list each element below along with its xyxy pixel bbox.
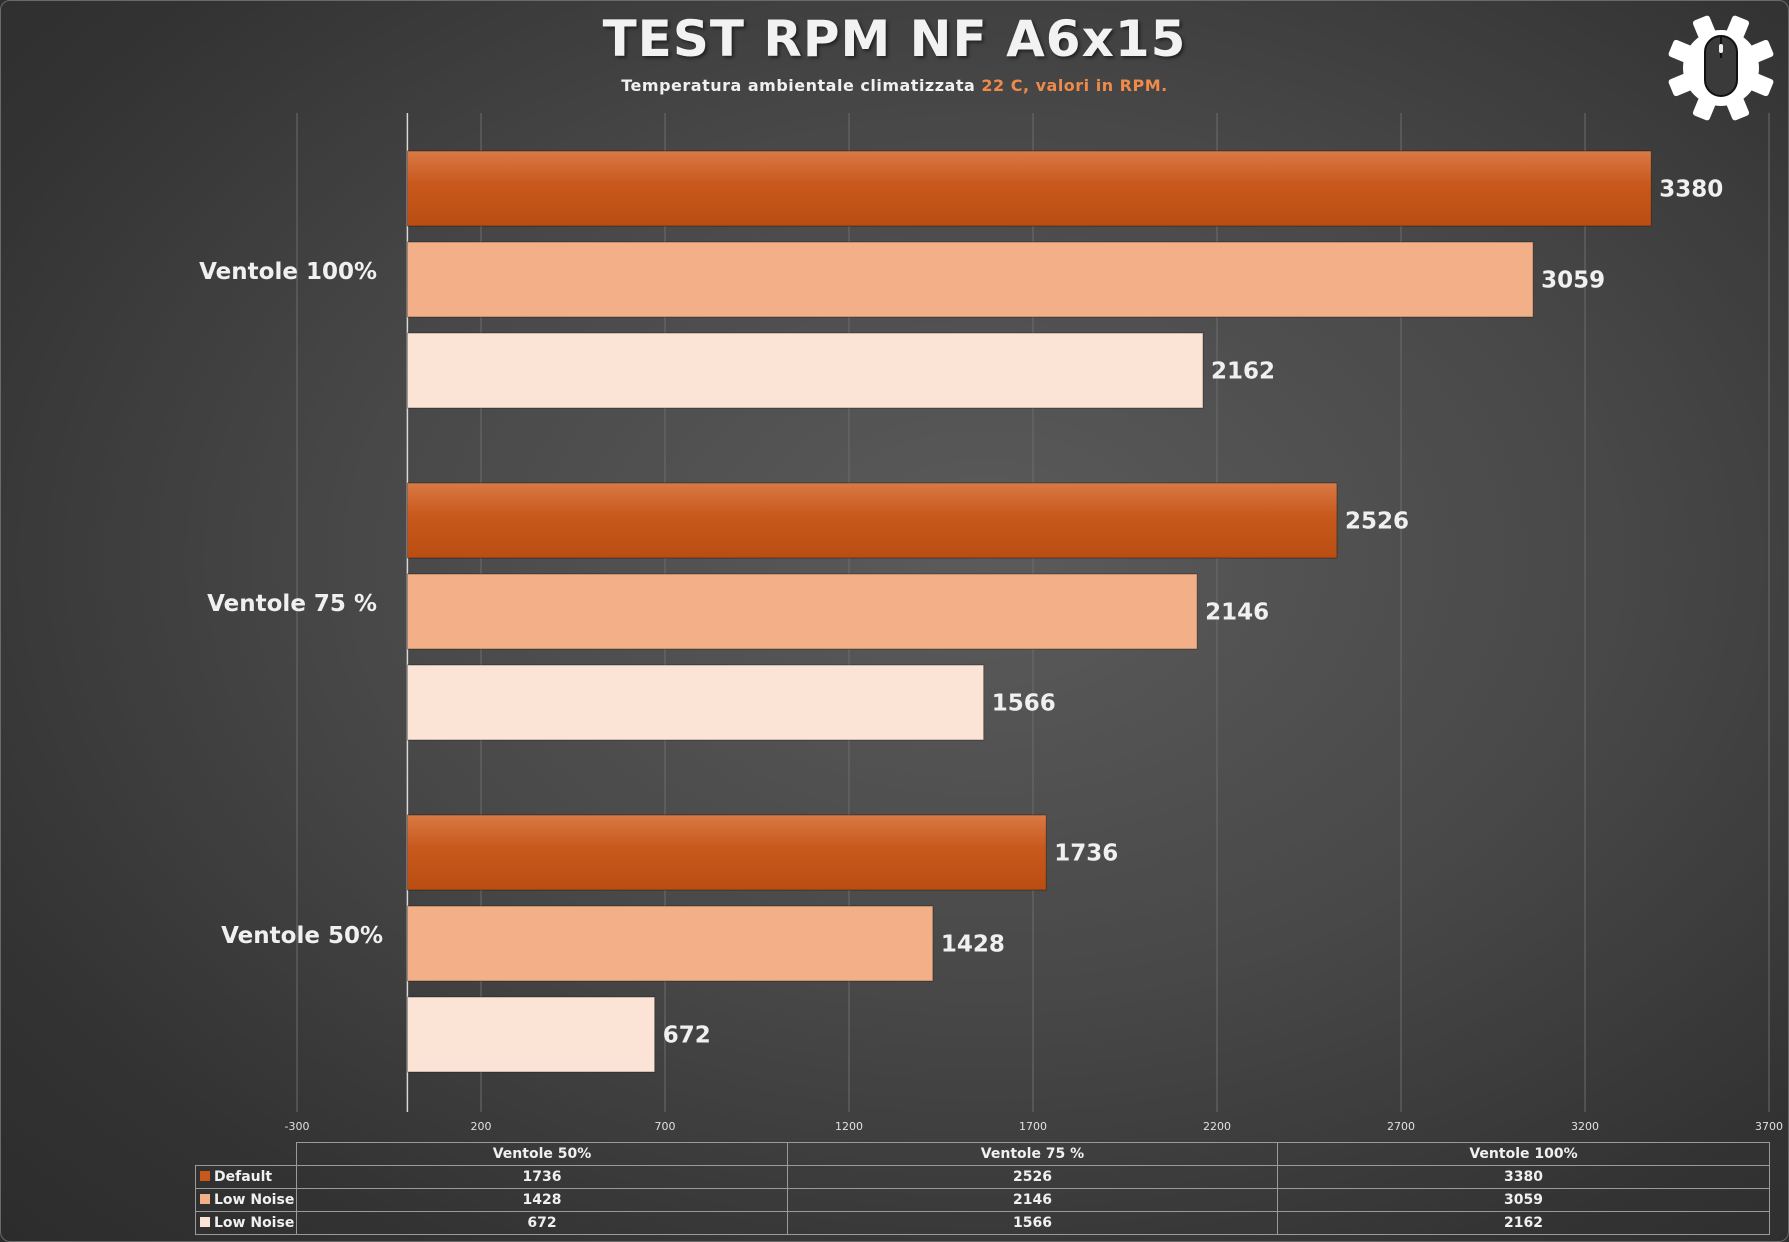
bar-value-label: 672 (663, 1023, 711, 1049)
bar-value-label: 2162 (1211, 359, 1275, 385)
bar-value-label: 2526 (1345, 509, 1409, 535)
legend-swatch-default (200, 1171, 210, 1181)
bar-value-label: 1736 (1054, 841, 1118, 867)
series-name-label: Default (214, 1169, 273, 1185)
table-cell: 1736 (296, 1165, 788, 1189)
table-cell: 2526 (787, 1165, 1278, 1189)
bar-low-noise-1 (406, 905, 934, 982)
category-label: Ventole 50% (221, 923, 383, 949)
bar-value-label: 3059 (1541, 268, 1605, 294)
table-corner (195, 1142, 297, 1166)
x-tick-label: -300 (285, 1120, 310, 1133)
table-cell: 2162 (1277, 1211, 1770, 1235)
bar-default (406, 814, 1047, 891)
bar-low-noise-1 (406, 573, 1198, 650)
x-tick-label: 2700 (1387, 1120, 1415, 1133)
bar-value-label: 2146 (1205, 600, 1269, 626)
subtitle-accent: 22 C, valori in RPM. (981, 76, 1168, 95)
table-cell: 3380 (1277, 1165, 1770, 1189)
series-name-label: Low Noise 1 (214, 1192, 296, 1208)
bar-low-noise-2 (406, 332, 1204, 409)
bar-value-label: 1566 (992, 691, 1056, 717)
table-series-cell: Low Noise 1 (195, 1188, 297, 1212)
table-column-header: Ventole 100% (1277, 1142, 1770, 1166)
legend-swatch-low-noise-1 (200, 1194, 210, 1204)
table-header-row: Ventole 50% Ventole 75 % Ventole 100% (195, 1142, 1770, 1166)
table-cell: 672 (296, 1211, 788, 1235)
x-tick-label: 3700 (1755, 1120, 1783, 1133)
category-label: Ventole 75 % (207, 591, 377, 617)
bar-low-noise-2 (406, 664, 985, 741)
bar-default (406, 482, 1338, 559)
table-row: Low Noise 2 672 1566 2162 (195, 1211, 1770, 1235)
labels: -300 200 700 1200 1700 2200 2700 3200 3700 Ventol… (199, 177, 1783, 1134)
x-tick-label: 200 (471, 1120, 492, 1133)
x-tick-label: 700 (655, 1120, 676, 1133)
bar-default (406, 150, 1652, 227)
x-tick-label: 1200 (835, 1120, 863, 1133)
table-cell: 1428 (296, 1188, 788, 1212)
table-cell: 2146 (787, 1188, 1278, 1212)
category-label: Ventole 100% (199, 259, 377, 285)
bars (406, 150, 1652, 1073)
table-series-cell: Default (195, 1165, 297, 1189)
table-column-header: Ventole 75 % (787, 1142, 1278, 1166)
chart-title: TEST RPM NF A6x15 (602, 10, 1187, 68)
x-tick-label: 2200 (1203, 1120, 1231, 1133)
bar-value-label: 3380 (1659, 177, 1723, 203)
bar-low-noise-1 (406, 241, 1534, 318)
bar-low-noise-2 (406, 996, 656, 1073)
table-column-header: Ventole 50% (296, 1142, 788, 1166)
subtitle-main: Temperatura ambientale climatizzata (621, 76, 982, 95)
x-tick-label: 1700 (1019, 1120, 1047, 1133)
table-row: Default 1736 2526 3380 (195, 1165, 1770, 1189)
table-series-cell: Low Noise 2 (195, 1211, 297, 1235)
x-tick-label: 3200 (1571, 1120, 1599, 1133)
legend-swatch-low-noise-2 (200, 1217, 210, 1227)
gear-mouse-logo-icon (1668, 15, 1774, 121)
bar-value-label: 1428 (941, 932, 1005, 958)
table-cell: 1566 (787, 1211, 1278, 1235)
chart-subtitle: Temperatura ambientale climatizzata 22 C… (0, 76, 1789, 95)
table-cell: 3059 (1277, 1188, 1770, 1212)
series-name-label: Low Noise 2 (214, 1215, 296, 1231)
data-table: Ventole 50% Ventole 75 % Ventole 100% De… (195, 1142, 1770, 1235)
table-row: Low Noise 1 1428 2146 3059 (195, 1188, 1770, 1212)
